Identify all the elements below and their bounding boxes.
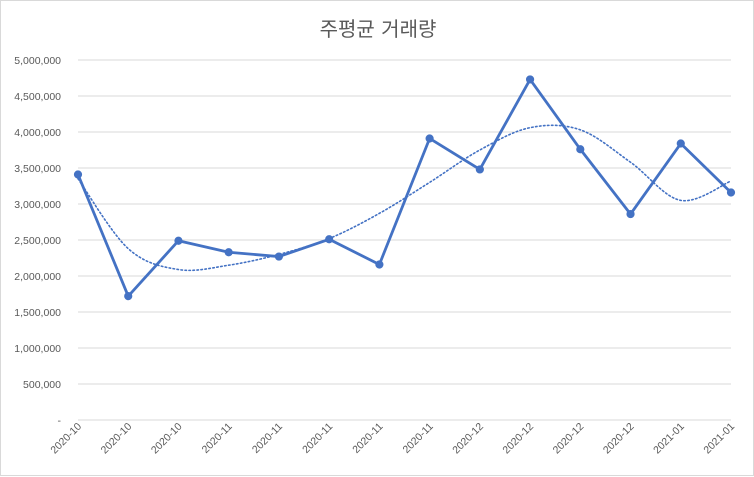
trendline-series (77, 124, 732, 272)
data-point-marker (525, 75, 535, 84)
y-tick-label: 500,000 (23, 379, 61, 391)
y-tick-label: 3,500,000 (14, 163, 61, 175)
x-tick-label: 2020-10 (149, 421, 185, 457)
x-tick-label: 2020-12 (601, 421, 637, 457)
x-tick-label: 2020-12 (500, 421, 536, 457)
x-tick-label: 2020-12 (450, 421, 486, 457)
x-tick-label: 2020-11 (250, 421, 285, 456)
x-tick-label: 2020-11 (350, 421, 385, 456)
data-point-marker (124, 292, 133, 301)
series-line (76, 78, 732, 298)
data-point-marker (224, 248, 233, 257)
y-tick-label: 4,000,000 (14, 127, 61, 139)
chart-title: 주평균 거래량 (319, 17, 437, 41)
y-tick-label: 1,000,000 (14, 343, 61, 355)
y-tick-label: 1,500,000 (14, 307, 61, 319)
data-point-marker (576, 145, 585, 154)
data-point-marker (425, 134, 434, 143)
x-tick-label: 2021-01 (701, 421, 737, 457)
y-tick-label: 2,000,000 (14, 271, 61, 283)
x-tick-label: 2020-10 (48, 421, 84, 457)
data-point-marker (274, 252, 284, 261)
x-tick-label: 2020-10 (99, 421, 135, 457)
y-tick-label: 2,500,000 (14, 235, 61, 247)
data-point-marker (726, 188, 736, 197)
data-point-marker (73, 170, 83, 179)
x-tick-label: 2020-11 (300, 421, 335, 456)
data-point-marker (375, 260, 384, 269)
data-point-marker (325, 235, 334, 244)
x-tick-label: 2020-11 (401, 421, 436, 456)
data-point-marker (626, 209, 635, 219)
x-tick-label: 2021-01 (651, 421, 687, 457)
x-tick-label: 2020-12 (551, 421, 587, 457)
data-point-marker (475, 165, 484, 174)
x-tick-label: 2020-11 (200, 421, 235, 456)
y-tick-label: - (58, 415, 62, 427)
data-point-marker (676, 139, 685, 148)
y-tick-label: 4,500,000 (14, 91, 61, 103)
y-tick-label: 3,000,000 (14, 199, 61, 211)
data-point-marker (174, 236, 183, 245)
y-tick-label: 5,000,000 (14, 55, 61, 67)
